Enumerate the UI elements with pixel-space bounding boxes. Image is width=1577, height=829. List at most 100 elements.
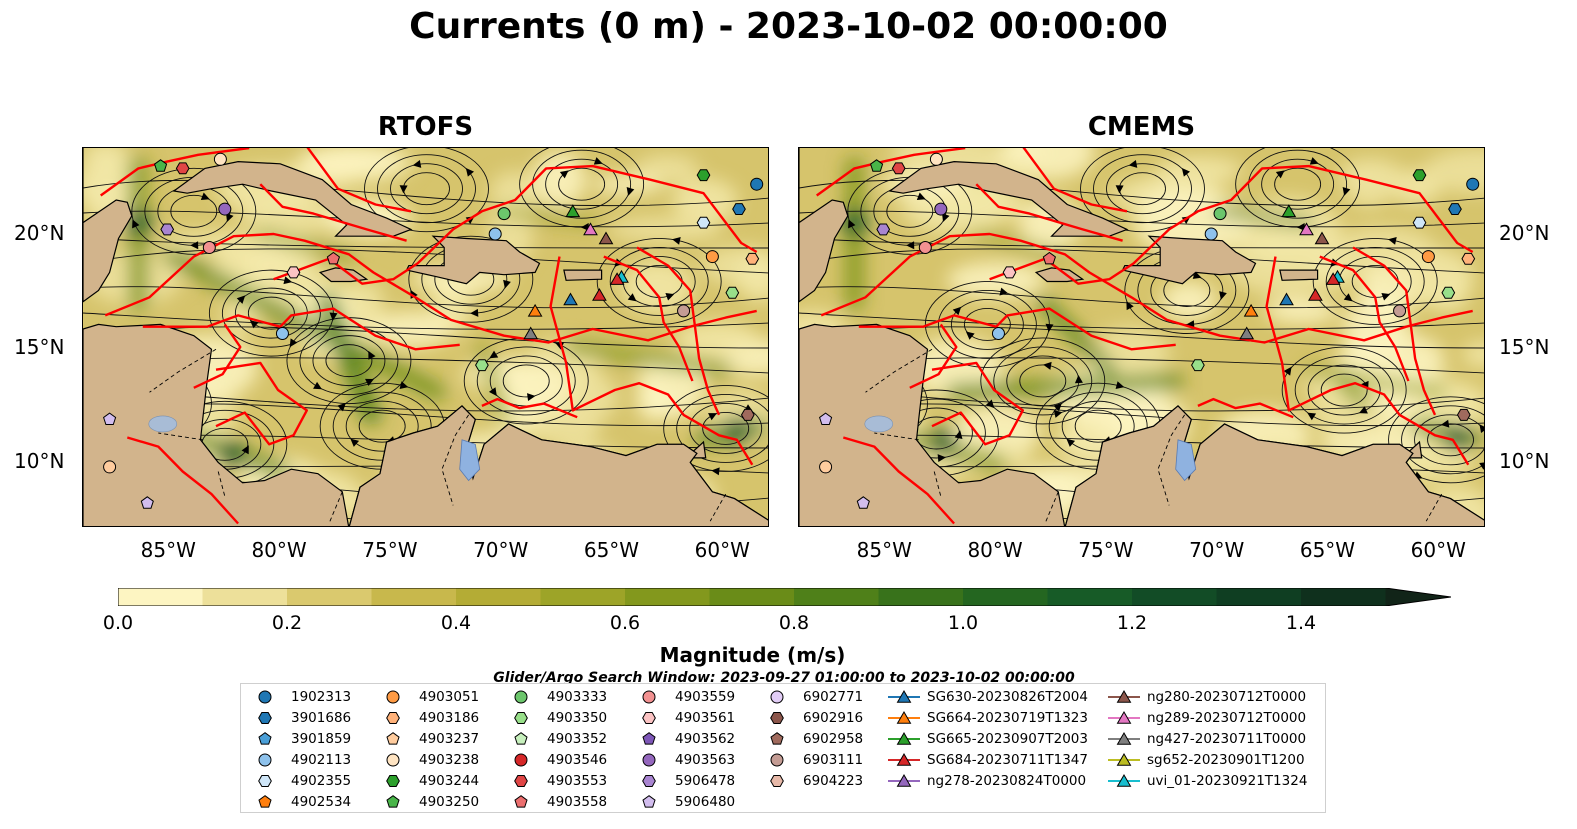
legend-label: 5906480: [675, 793, 736, 810]
eez-boundaries: [99, 148, 758, 525]
lon-label-rtofs: 85°W: [140, 538, 196, 562]
streamline-arrow: [665, 292, 675, 301]
legend-marker-pentagon: [642, 794, 656, 808]
legend-label: 3901686: [291, 709, 352, 726]
map-marker-circle: [275, 326, 289, 340]
legend-marker-circle: [514, 753, 528, 766]
map-marker-circle: [677, 304, 691, 318]
colorbar-tick-label: 0.0: [102, 612, 134, 634]
streamline-arrow: [999, 287, 1009, 296]
legend-item: SG630-20230826T2004: [887, 686, 1088, 707]
map-marker-circle: [991, 326, 1005, 340]
map-marker-pentagon: [103, 412, 117, 425]
legend-column: 1902313 3901686 3901859 4902113 4902355 49025…: [253, 686, 351, 812]
streamline-arrow: [1358, 406, 1368, 414]
map-marker-circle: [1421, 250, 1435, 264]
legend-label: 4903250: [419, 793, 480, 810]
legend-item: 4903350: [509, 707, 607, 728]
legend-item: 4903238: [381, 749, 479, 770]
map-marker-triangle: [1279, 292, 1294, 306]
map-marker-hexagon: [1002, 266, 1017, 279]
streamline-arrow: [1479, 424, 1484, 434]
map-marker-triangle: [563, 292, 578, 306]
streamline-arrow: [412, 160, 422, 168]
legend-item: 4903352: [509, 728, 607, 749]
legend-label: 6902958: [803, 730, 864, 747]
legend-label: 5906478: [675, 772, 736, 789]
legend-label: ng278-20230824T0000: [927, 772, 1087, 789]
land: [799, 148, 1484, 526]
streamline-arrow: [1343, 293, 1353, 302]
legend-item: 4903561: [637, 707, 735, 728]
streamline-arrow: [132, 219, 140, 229]
lon-label-rtofs: 75°W: [362, 538, 418, 562]
map-marker-circle: [750, 177, 764, 191]
legend-label: SG665-20230907T2003: [927, 730, 1088, 747]
colorbar-segment: [625, 588, 710, 606]
legend-marker-triangle: [896, 710, 912, 724]
legend-column: ng280-20230712T0000 ng289-20230712T0000 ng…: [1107, 686, 1307, 791]
lat-label-right-20n: 20°N: [1499, 221, 1550, 245]
streamline-arrow: [1074, 374, 1083, 384]
colorbar-segment: [202, 588, 288, 606]
colorbar-label: Magnitude (m/s): [659, 643, 846, 667]
legend-marker-circle: [770, 690, 784, 703]
map-marker-hexagon: [160, 223, 175, 236]
legend-label: SG684-20230711T1347: [927, 751, 1088, 768]
legend-item: 6902958: [765, 728, 863, 749]
legend-marker-hexagon: [770, 774, 784, 787]
legend-marker-hexagon: [770, 711, 784, 724]
lon-label-rtofs: 80°W: [251, 538, 307, 562]
legend-item: SG664-20230719T1323: [887, 707, 1088, 728]
legend-marker-pentagon: [258, 794, 272, 808]
legend-label: 4902113: [291, 751, 352, 768]
map-marker-circle: [929, 152, 943, 166]
map-marker-triangle: [1243, 303, 1259, 317]
map-marker-circle: [213, 152, 227, 166]
legend-item: ng280-20230712T0000: [1107, 686, 1307, 707]
streamline-arrow: [937, 454, 946, 463]
legend-label: 4903333: [547, 688, 608, 705]
legend-item: 4902355: [253, 770, 351, 791]
legend-label: 4903546: [547, 751, 608, 768]
legend-marker-pentagon: [258, 731, 272, 745]
legend-marker-pentagon: [770, 731, 784, 745]
lat-label-left-15n: 15°N: [14, 335, 65, 359]
legend-marker-circle: [514, 690, 528, 703]
legend-marker-triangle: [1116, 689, 1132, 703]
streamline-arrow: [200, 192, 210, 201]
colorbar-segment: [1216, 588, 1302, 606]
lon-label-cmems: 75°W: [1078, 538, 1134, 562]
legend-marker-hexagon: [514, 711, 528, 724]
streamline-arrow: [1381, 292, 1391, 301]
legend-marker-pentagon: [386, 794, 400, 808]
colorbar-segment: [794, 588, 879, 606]
legend-label: 1902313: [291, 688, 352, 705]
legend-label: 4903237: [419, 730, 480, 747]
legend-marker-circle: [258, 753, 272, 766]
map-marker-hexagon: [475, 359, 489, 372]
legend-item: SG665-20230907T2003: [887, 728, 1088, 749]
legend-label: 4902355: [291, 772, 352, 789]
streamline-arrow: [952, 306, 962, 316]
map-marker-hexagon: [1412, 169, 1427, 182]
map-marker-circle: [705, 250, 719, 264]
lon-label-cmems: 80°W: [967, 538, 1023, 562]
legend-marker-triangle: [1116, 752, 1132, 766]
rtofs-map-panel: [82, 147, 769, 527]
map-marker-hexagon: [745, 252, 760, 265]
streamline-arrow: [399, 381, 409, 389]
legend-item: SG684-20230711T1347: [887, 749, 1088, 770]
land: [83, 148, 768, 526]
legend-marker-hexagon: [258, 774, 272, 787]
legend-marker-triangle: [896, 773, 912, 787]
legend-item: 4903562: [637, 728, 735, 749]
streamline-arrow: [1309, 157, 1319, 165]
colorbar-segment: [1047, 588, 1133, 606]
streamline-arrow: [1053, 410, 1063, 418]
panel-title-rtofs: RTOFS: [377, 112, 474, 142]
map-marker-pentagon: [326, 251, 340, 265]
legend-item: 4903333: [509, 686, 607, 707]
streamline-arrow: [1440, 419, 1450, 428]
lon-label-rtofs: 70°W: [473, 538, 529, 562]
